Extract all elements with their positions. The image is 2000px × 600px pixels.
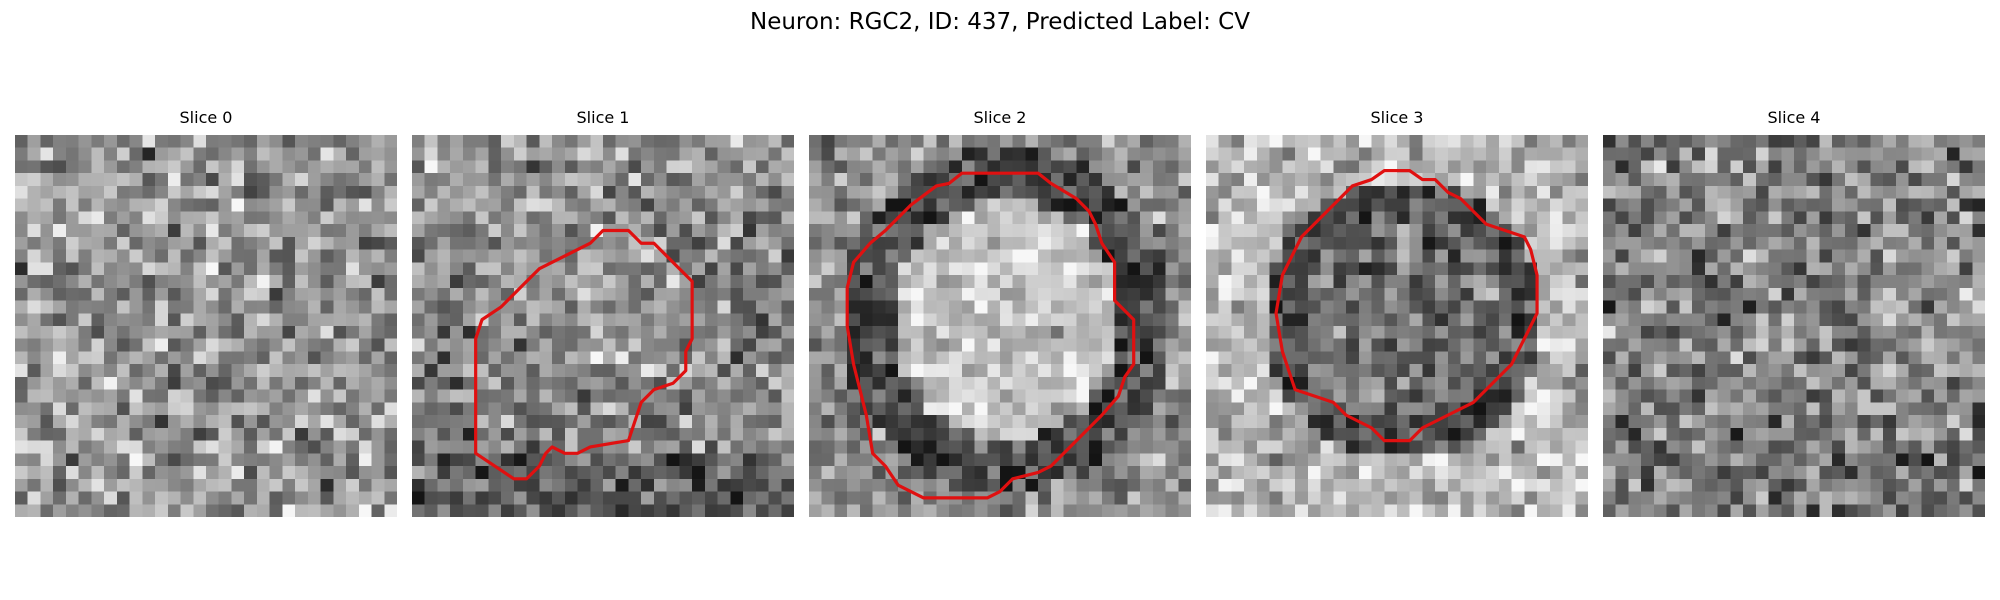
slice-image (412, 135, 794, 517)
slice-image (1603, 135, 1985, 517)
panel-slice-2: Slice 2 (809, 108, 1191, 517)
segmentation-contour (1274, 169, 1539, 443)
segmentation-contour (845, 171, 1136, 500)
panel-title: Slice 1 (576, 108, 630, 127)
figure-title: Neuron: RGC2, ID: 437, Predicted Label: … (750, 9, 1250, 35)
panel-slice-3: Slice 3 (1206, 108, 1588, 517)
panel-slice-0: Slice 0 (15, 108, 397, 517)
segmentation-contour (474, 228, 694, 481)
panel-title: Slice 0 (179, 108, 233, 127)
slice-image (1206, 135, 1588, 517)
panel-title: Slice 2 (973, 108, 1027, 127)
panel-title: Slice 3 (1370, 108, 1424, 127)
panel-title: Slice 4 (1767, 108, 1821, 127)
panel-slice-4: Slice 4 (1603, 108, 1985, 517)
slice-image (15, 135, 397, 517)
panel-slice-1: Slice 1 (412, 108, 794, 517)
slice-image (809, 135, 1191, 517)
